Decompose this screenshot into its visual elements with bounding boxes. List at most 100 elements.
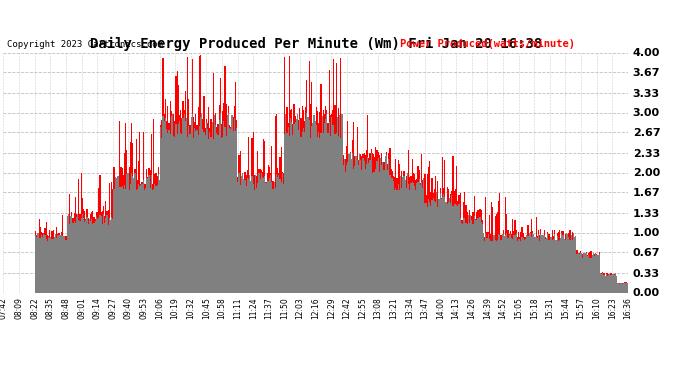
Bar	[367, 115, 368, 292]
Bar	[75, 197, 76, 292]
Bar	[503, 230, 504, 292]
Bar	[480, 210, 482, 292]
Bar	[77, 214, 78, 292]
Bar	[476, 220, 477, 292]
Bar	[546, 238, 547, 292]
Bar	[604, 276, 606, 292]
Bar	[271, 182, 273, 292]
Bar	[451, 191, 453, 292]
Bar	[357, 128, 358, 292]
Bar	[95, 221, 96, 292]
Bar	[337, 117, 338, 292]
Bar	[461, 220, 462, 292]
Bar	[562, 235, 564, 292]
Bar	[324, 123, 325, 292]
Bar	[306, 112, 308, 292]
Bar	[262, 177, 263, 292]
Bar	[429, 202, 431, 292]
Bar	[298, 120, 299, 292]
Bar	[133, 178, 135, 292]
Bar	[222, 137, 224, 292]
Bar	[59, 236, 61, 292]
Bar	[231, 116, 233, 292]
Bar	[490, 242, 491, 292]
Bar	[595, 253, 596, 292]
Bar	[394, 177, 395, 292]
Bar	[616, 276, 618, 292]
Bar	[324, 114, 325, 292]
Bar	[372, 153, 373, 292]
Bar	[384, 156, 386, 292]
Bar	[284, 134, 285, 292]
Bar	[226, 104, 227, 292]
Bar	[598, 255, 599, 292]
Bar	[461, 223, 462, 292]
Bar	[598, 255, 599, 292]
Bar	[373, 154, 374, 292]
Bar	[177, 71, 178, 292]
Bar	[117, 176, 118, 292]
Bar	[255, 175, 256, 292]
Bar	[319, 138, 320, 292]
Bar	[438, 199, 440, 292]
Bar	[571, 235, 572, 292]
Bar	[174, 121, 175, 292]
Bar	[175, 76, 177, 292]
Bar	[147, 178, 148, 292]
Bar	[105, 201, 106, 292]
Bar	[152, 184, 153, 292]
Bar	[82, 198, 83, 292]
Bar	[462, 220, 463, 292]
Bar	[589, 258, 591, 292]
Bar	[276, 174, 277, 292]
Bar	[624, 282, 626, 292]
Bar	[202, 118, 204, 292]
Bar	[552, 230, 553, 292]
Bar	[352, 153, 353, 292]
Bar	[56, 238, 57, 292]
Bar	[513, 235, 515, 292]
Bar	[200, 117, 201, 292]
Bar	[48, 237, 49, 292]
Bar	[599, 252, 600, 292]
Bar	[121, 186, 123, 292]
Bar	[97, 219, 98, 292]
Bar	[88, 224, 89, 292]
Bar	[575, 236, 576, 292]
Bar	[362, 154, 364, 292]
Bar	[411, 182, 413, 292]
Bar	[139, 186, 140, 292]
Bar	[417, 182, 419, 292]
Bar	[374, 172, 375, 292]
Bar	[263, 178, 264, 292]
Bar	[78, 178, 79, 292]
Bar	[55, 234, 56, 292]
Bar	[290, 118, 291, 292]
Bar	[230, 129, 231, 292]
Bar	[529, 233, 530, 292]
Bar	[502, 234, 503, 292]
Bar	[74, 213, 75, 292]
Bar	[123, 176, 124, 292]
Bar	[101, 211, 103, 292]
Bar	[170, 116, 172, 292]
Bar	[222, 111, 224, 292]
Bar	[67, 216, 68, 292]
Bar	[104, 216, 105, 292]
Bar	[355, 156, 357, 292]
Bar	[48, 236, 49, 292]
Bar	[273, 182, 275, 292]
Bar	[574, 237, 575, 292]
Bar	[215, 113, 216, 292]
Bar	[519, 237, 520, 292]
Bar	[564, 234, 566, 292]
Bar	[217, 124, 219, 292]
Bar	[497, 240, 498, 292]
Bar	[91, 212, 92, 292]
Bar	[126, 174, 128, 292]
Bar	[393, 176, 394, 292]
Bar	[208, 107, 209, 292]
Bar	[305, 118, 306, 292]
Bar	[342, 155, 344, 292]
Bar	[339, 115, 340, 292]
